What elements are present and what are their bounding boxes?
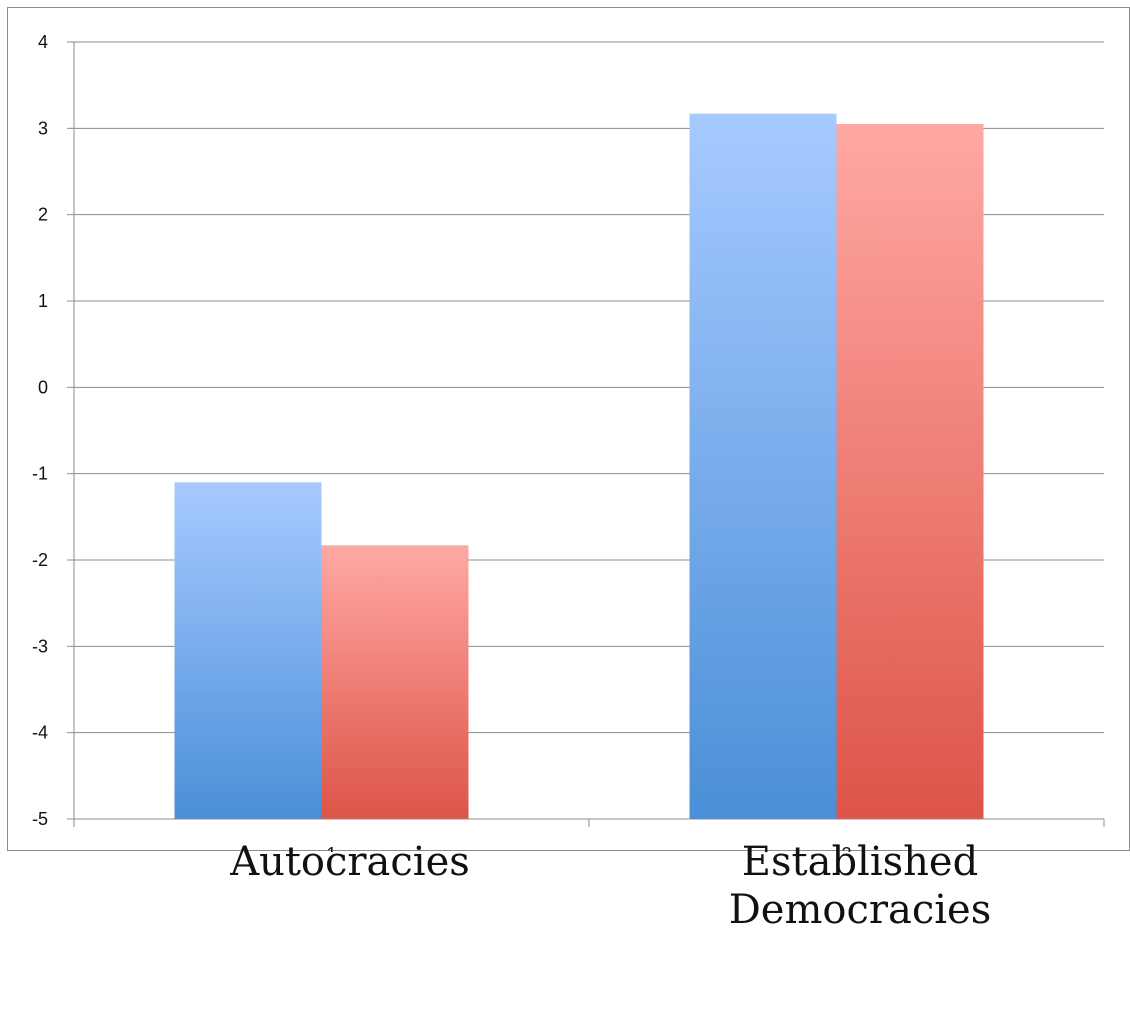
group-label-established-democracies: Established Democracies [690, 838, 1030, 934]
bar-series1-cat2 [689, 113, 837, 819]
group-label-autocracies: Autocracies [230, 839, 470, 885]
chart-frame: 4 3 2 1 0 -1 -2 -3 -4 -5 1 2 [7, 7, 1130, 852]
y-tick-label: -5 [32, 809, 48, 829]
y-tick-label: 3 [38, 118, 48, 138]
group-label-line: Democracies [728, 887, 992, 933]
x-tick-label: 1 [326, 844, 336, 852]
bar-chart: 4 3 2 1 0 -1 -2 -3 -4 -5 1 2 [32, 32, 1105, 852]
bar-series2-cat1 [321, 545, 469, 819]
y-tick-label: 0 [38, 377, 48, 397]
group-label-line: Established [741, 839, 979, 885]
x-tick-label: 2 [841, 844, 851, 852]
y-tick-label: 1 [38, 291, 48, 311]
y-tick-label: -1 [32, 464, 48, 484]
bars [174, 113, 984, 820]
y-tick-label: -4 [32, 723, 48, 743]
y-tick-label: -2 [32, 550, 48, 570]
bar-series1-cat1 [174, 482, 322, 819]
y-tick-label: -3 [32, 636, 48, 656]
y-tick-label: 4 [38, 32, 48, 52]
bar-series2-cat2 [836, 124, 984, 820]
axes: 4 3 2 1 0 -1 -2 -3 -4 -5 1 2 [32, 32, 1105, 852]
y-tick-label: 2 [38, 205, 48, 225]
